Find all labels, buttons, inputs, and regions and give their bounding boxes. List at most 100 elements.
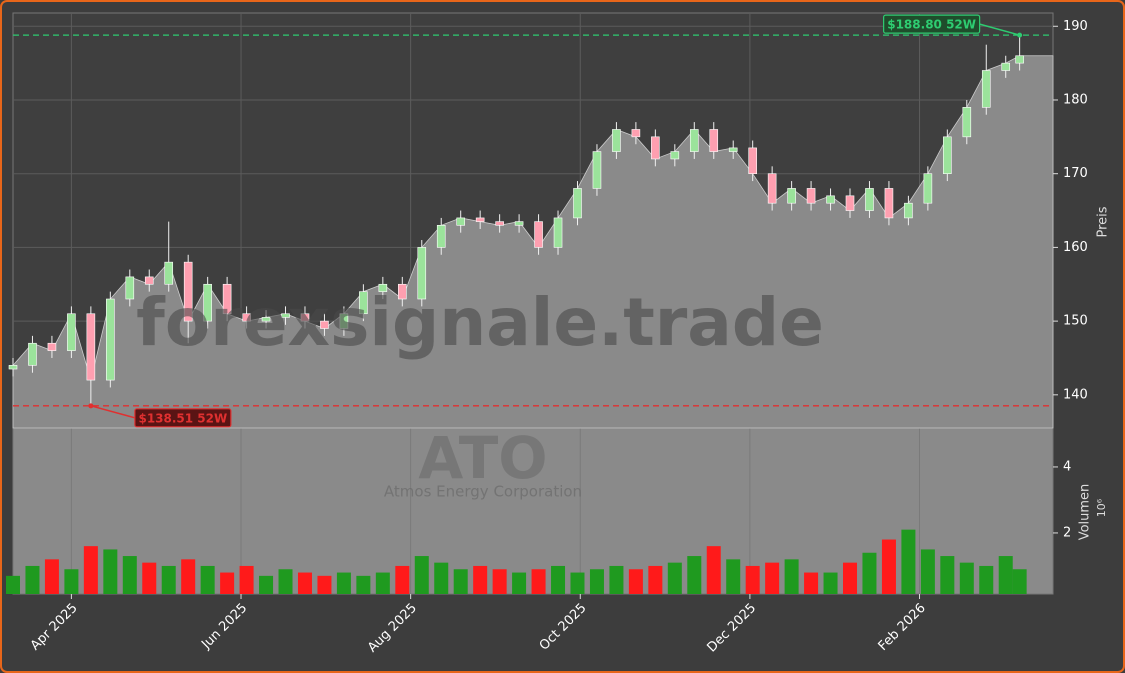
candle-body: [1001, 62, 1011, 71]
symbol-watermark: ATO: [418, 424, 547, 492]
volume-bar: [375, 572, 390, 594]
volume-bar: [181, 559, 196, 594]
candle-body: [281, 313, 290, 318]
volume-bar: [726, 559, 741, 594]
candle-body: [261, 317, 271, 322]
volume-bar: [64, 569, 79, 594]
y-tick-label: 150: [1063, 314, 1088, 329]
volume-bar: [453, 569, 468, 594]
volume-axis-label: Volumen: [1078, 484, 1093, 541]
candle-body: [689, 129, 699, 152]
volume-bar: [940, 556, 955, 594]
volume-bar: [200, 565, 215, 594]
candle-body: [164, 261, 174, 285]
volume-bar: [492, 569, 507, 594]
candle-body: [845, 195, 855, 211]
volume-bar: [336, 572, 351, 594]
candle-body: [436, 224, 446, 248]
candle-body: [904, 202, 913, 219]
candle-body: [378, 283, 388, 292]
volume-bar: [901, 529, 916, 594]
candle-body: [806, 188, 816, 204]
volume-bar: [589, 569, 604, 594]
candle-body: [359, 291, 368, 315]
candle-body: [884, 188, 894, 219]
candle-body: [981, 70, 991, 108]
volume-bar: [784, 559, 799, 594]
y-tick-label: 140: [1063, 387, 1088, 402]
volume-bar: [395, 565, 410, 594]
volume-bar: [745, 565, 760, 594]
volume-bar: [83, 546, 98, 594]
volume-bar: [356, 575, 371, 594]
candle-body: [475, 217, 485, 222]
annotation-arrow-head: [88, 403, 94, 409]
candle-body: [456, 217, 466, 226]
volume-tick-label: 4: [1063, 459, 1071, 474]
candle-body: [8, 365, 18, 370]
annotation-label: $138.51 52W: [138, 411, 227, 425]
volume-bar: [667, 562, 682, 594]
volume-bar: [648, 565, 663, 594]
candle-body: [826, 195, 835, 204]
volume-bar: [531, 569, 546, 594]
volume-bar: [920, 549, 935, 594]
candle-body: [222, 283, 232, 315]
volume-bar: [843, 562, 858, 594]
volume-bar: [804, 572, 819, 594]
candle-body: [106, 298, 115, 381]
volume-bar: [473, 565, 488, 594]
volume-bar: [823, 572, 838, 594]
volume-bar: [765, 562, 780, 594]
volume-bar: [317, 575, 332, 594]
y-axis-label: Preis: [1096, 206, 1111, 237]
volume-bar: [570, 572, 585, 594]
candle-body: [417, 247, 427, 300]
candle-body: [144, 276, 154, 285]
volume-bar: [1012, 569, 1027, 594]
candle-body: [553, 217, 563, 248]
candle-body: [28, 342, 37, 366]
candle-body: [943, 136, 952, 174]
volume-bar: [161, 565, 176, 594]
volume-scale-label: 10⁶: [1095, 498, 1108, 517]
candle-body: [47, 342, 57, 351]
company-watermark: Atmos Energy Corporation: [384, 483, 582, 501]
y-tick-label: 160: [1063, 240, 1088, 255]
candle-body: [242, 313, 251, 322]
volume-bar: [259, 575, 274, 594]
candle-body: [1015, 55, 1024, 64]
candle-body: [534, 221, 543, 248]
volume-bar: [512, 572, 527, 594]
volume-bar: [239, 565, 254, 594]
volume-bar: [998, 556, 1013, 594]
candle-body: [651, 136, 660, 160]
volume-bar: [103, 549, 118, 594]
candle-body: [320, 320, 329, 329]
candle-body: [728, 147, 738, 152]
volume-bar: [434, 562, 449, 594]
volume-bar: [6, 575, 20, 594]
volume-bar: [142, 562, 157, 594]
y-tick-label: 170: [1063, 166, 1088, 181]
volume-bar: [551, 565, 566, 594]
candle-body: [514, 221, 524, 226]
candle-body: [631, 129, 641, 138]
candle-body: [748, 147, 757, 174]
volume-bar: [297, 572, 312, 594]
volume-bar: [862, 552, 877, 594]
volume-bar: [278, 569, 293, 594]
volume-bar: [25, 565, 40, 594]
volume-bar: [414, 556, 429, 594]
candle-body: [865, 188, 874, 211]
candle-body: [125, 276, 135, 300]
candle-body: [709, 129, 719, 152]
candle-body: [612, 129, 621, 152]
candle-body: [670, 151, 680, 160]
candle-body: [592, 151, 602, 189]
candle-body: [787, 188, 796, 204]
candle-body: [767, 173, 777, 204]
annotation-box: [883, 14, 981, 34]
candle-body: [86, 313, 96, 381]
